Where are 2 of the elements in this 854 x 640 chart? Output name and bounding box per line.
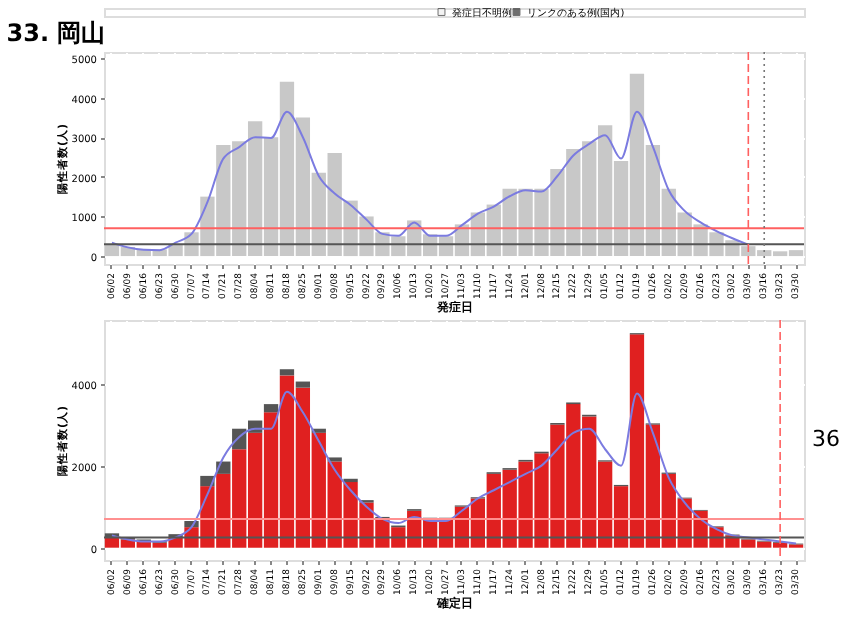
text: 36 xyxy=(812,426,840,452)
chart-title: 33. 岡山 xyxy=(6,19,106,48)
